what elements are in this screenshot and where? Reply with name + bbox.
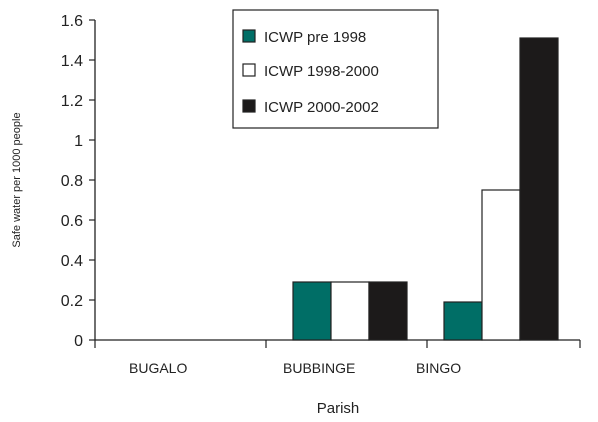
- y-tick-label: 0.4: [61, 253, 83, 270]
- y-tick-label: 0.6: [61, 213, 83, 230]
- y-tick-label: 0.8: [61, 173, 83, 190]
- bar: [443, 301, 483, 341]
- bar: [519, 37, 559, 341]
- x-tick-label: BUGALO: [129, 360, 187, 376]
- legend: ICWP pre 1998 ICWP 1998-2000 ICWP 2000-200…: [232, 9, 439, 129]
- y-axis-title: Safe water per 1000 people: [11, 112, 23, 247]
- y-tick-label: 1.4: [61, 53, 83, 70]
- legend-label: ICWP 1998-2000: [264, 63, 379, 80]
- labels-layer: 0 0.2 0.4 0.6 0.8 1 1.2 1.4 1.6 BUGALO BUBBINGE BIN…: [11, 13, 461, 417]
- legend-label: ICWP pre 1998: [264, 29, 366, 46]
- bar: [292, 281, 332, 341]
- bar: [330, 281, 370, 341]
- y-tick-label: 1.6: [61, 13, 83, 30]
- legend-swatch: [242, 29, 256, 43]
- bar: [481, 189, 521, 341]
- x-tick-label: BUBBINGE: [283, 360, 355, 376]
- bar: [368, 281, 408, 341]
- y-tick-label: 0.2: [61, 293, 83, 310]
- y-tick-label: 1: [74, 133, 83, 150]
- legend-label: ICWP 2000-2002: [264, 99, 379, 116]
- legend-swatch: [242, 99, 256, 113]
- y-tick-label: 1.2: [61, 93, 83, 110]
- legend-box: [232, 9, 439, 129]
- x-tick-label: BINGO: [416, 360, 461, 376]
- legend-swatch: [242, 63, 256, 77]
- y-tick-label: 0: [74, 333, 83, 350]
- x-axis-title: Parish: [317, 400, 360, 417]
- bars-layer: [292, 37, 559, 341]
